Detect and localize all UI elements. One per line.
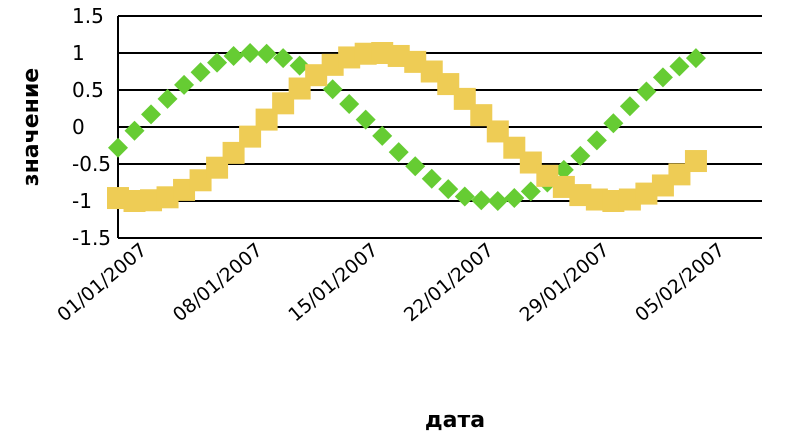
- data-point: [371, 42, 394, 64]
- data-point: [388, 142, 409, 163]
- data-point: [124, 120, 145, 141]
- data-point: [552, 175, 575, 198]
- data-point: [107, 187, 129, 210]
- x-axis-title: дата: [425, 408, 485, 433]
- y-tick-labels: 1.5 1 0.5 0 -0.5 -1 -1.5: [72, 4, 111, 250]
- data-point: [108, 137, 128, 158]
- data-point: [354, 42, 377, 65]
- data-point: [405, 156, 426, 177]
- data-point: [207, 52, 228, 73]
- data-point: [585, 188, 608, 211]
- data-point: [190, 62, 211, 83]
- data-point: [454, 186, 475, 207]
- data-point: [338, 46, 361, 69]
- data-point: [453, 87, 476, 110]
- data-point: [618, 188, 641, 211]
- data-point: [602, 190, 625, 212]
- data-point: [223, 45, 244, 66]
- data-point: [355, 109, 376, 130]
- data-point: [470, 104, 493, 127]
- data-point: [668, 163, 691, 186]
- y-tick-label: 1.5: [72, 4, 104, 28]
- data-point: [487, 191, 508, 211]
- data-point: [669, 56, 690, 77]
- data-point: [140, 189, 163, 212]
- data-point: [240, 43, 261, 63]
- data-point: [570, 145, 591, 166]
- data-point: [553, 159, 574, 180]
- data-point: [536, 164, 559, 187]
- data-point: [520, 181, 541, 202]
- data-point: [603, 113, 624, 134]
- data-point: [438, 179, 459, 200]
- data-point: [471, 190, 492, 211]
- data-point: [255, 108, 278, 131]
- x-tick-label: 22/01/2007: [400, 239, 498, 326]
- data-point: [157, 88, 178, 109]
- x-tick-label: 01/01/2007: [53, 239, 151, 326]
- data-point: [519, 151, 542, 174]
- data-point: [421, 168, 442, 189]
- data-point: [387, 44, 410, 67]
- data-point: [288, 77, 311, 100]
- series-1: [108, 43, 706, 211]
- data-point: [619, 96, 640, 117]
- data-point: [636, 81, 657, 102]
- data-point: [504, 188, 525, 209]
- y-axis-title: значение: [19, 68, 44, 186]
- data-point: [123, 190, 146, 212]
- y-tick-label: 0: [72, 115, 85, 139]
- y-tick-label: 1: [72, 41, 85, 65]
- data-point: [305, 64, 328, 87]
- x-tick-label: 15/01/2007: [284, 239, 382, 326]
- y-tick-label: -0.5: [72, 152, 111, 176]
- data-point: [289, 55, 310, 76]
- data-point: [321, 53, 344, 76]
- y-tick-label: -1: [72, 189, 92, 213]
- data-point: [272, 92, 295, 115]
- data-point: [189, 169, 212, 192]
- x-tick-label: 08/01/2007: [169, 239, 267, 326]
- data-point: [685, 48, 706, 69]
- data-point: [239, 125, 262, 148]
- data-point: [141, 104, 162, 125]
- data-point: [684, 150, 707, 173]
- gridlines: [117, 15, 762, 239]
- data-point: [273, 48, 294, 69]
- data-point: [404, 50, 427, 73]
- data-point: [256, 43, 277, 64]
- x-tick-label: 05/02/2007: [631, 239, 729, 326]
- data-point: [339, 94, 360, 115]
- series-layer: [107, 42, 707, 212]
- data-point: [586, 130, 607, 151]
- data-point: [372, 125, 393, 146]
- data-point: [437, 73, 460, 96]
- y-tick-label: 0.5: [72, 78, 104, 102]
- data-point: [420, 60, 443, 83]
- x-tick-label: 29/01/2007: [516, 239, 614, 326]
- data-point: [173, 178, 196, 201]
- data-point: [652, 67, 673, 88]
- data-point: [174, 74, 195, 95]
- data-point: [206, 156, 229, 179]
- series-2: [107, 42, 707, 212]
- x-tick-labels: 01/01/2007 08/01/2007 15/01/2007 22/01/2007…: [53, 239, 729, 326]
- data-point: [486, 120, 509, 143]
- data-point: [322, 79, 343, 100]
- data-point: [651, 174, 674, 197]
- y-tick-label: -1.5: [72, 226, 111, 250]
- data-point: [156, 186, 179, 209]
- data-point: [222, 141, 245, 164]
- data-point: [503, 136, 526, 159]
- data-point: [569, 184, 592, 207]
- data-point: [635, 182, 658, 205]
